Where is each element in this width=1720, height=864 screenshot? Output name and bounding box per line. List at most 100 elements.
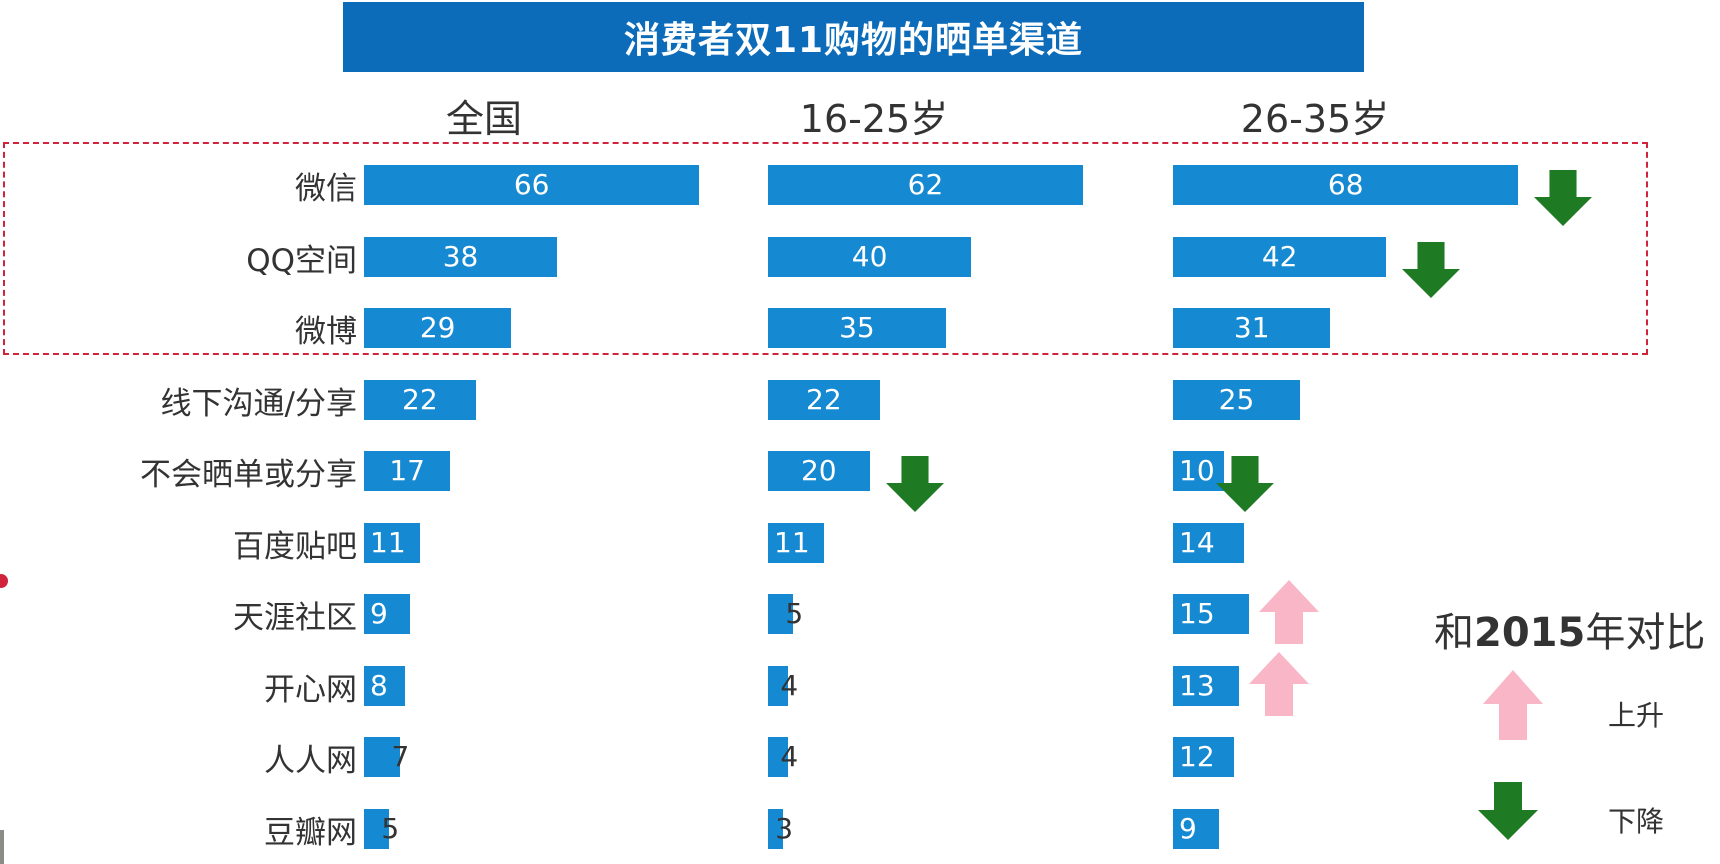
bar-16-25 bbox=[768, 522, 824, 563]
category-label: 微博 bbox=[295, 314, 357, 350]
bar-16-25 bbox=[768, 808, 784, 849]
legend-up-arrow-icon bbox=[1483, 670, 1543, 740]
bar-value-label: 35 bbox=[839, 311, 875, 344]
bar-26-35 bbox=[1173, 165, 1519, 205]
chart-title: 消费者双11购物的晒单渠道 bbox=[623, 20, 1084, 61]
down-arrow-icon bbox=[1534, 169, 1593, 227]
change-arrow-shape bbox=[1402, 241, 1461, 298]
bar-16-25 bbox=[768, 308, 946, 348]
slide-edge-dot bbox=[0, 574, 8, 588]
bar-national bbox=[364, 451, 451, 491]
bar-value-label: 12 bbox=[1179, 740, 1215, 773]
slide-edge-strip bbox=[0, 830, 4, 864]
bar-national bbox=[364, 737, 400, 777]
category-label: 开心网 bbox=[264, 671, 357, 708]
bar-national bbox=[364, 665, 405, 706]
category-label: 微信 bbox=[295, 171, 357, 207]
bar-value-label: 66 bbox=[513, 168, 550, 201]
bar-26-35 bbox=[1173, 665, 1240, 706]
bar-value-label: 9 bbox=[1179, 811, 1197, 845]
bar-national bbox=[364, 808, 390, 849]
bar-26-35 bbox=[1173, 808, 1219, 849]
bar-26-35 bbox=[1173, 379, 1300, 420]
change-arrow-shape bbox=[1249, 651, 1310, 716]
legend-up-arrow-shape bbox=[1483, 670, 1543, 740]
change-arrow-shape bbox=[1259, 580, 1320, 644]
bar-value-label: 11 bbox=[774, 525, 810, 559]
bar-national bbox=[364, 594, 410, 634]
bar-value-label: 14 bbox=[1179, 525, 1215, 559]
bar-value-label: 11 bbox=[370, 525, 406, 559]
bar-national bbox=[364, 165, 700, 205]
bar-16-25 bbox=[768, 165, 1083, 205]
bar-value-label: 4 bbox=[780, 668, 799, 702]
bar-value-label: 40 bbox=[851, 239, 888, 273]
bar-16-25 bbox=[768, 451, 870, 491]
category-label: 百度贴吧 bbox=[233, 528, 357, 565]
bar-value-label: 38 bbox=[442, 239, 479, 273]
category-label: 线下沟通/分享 bbox=[160, 385, 357, 422]
bar-16-25 bbox=[768, 379, 880, 420]
bar-16-25 bbox=[768, 236, 972, 277]
down-arrow-icon bbox=[885, 455, 944, 513]
bar-16-25 bbox=[768, 737, 789, 777]
bar-value-label: 10 bbox=[1179, 454, 1215, 487]
category-label: 不会晒单或分享 bbox=[140, 457, 357, 493]
bar-value-label: 5 bbox=[381, 811, 400, 845]
legend-title-year: 2015 bbox=[1474, 610, 1586, 656]
bar-26-35 bbox=[1173, 308, 1331, 348]
bar-national bbox=[364, 236, 558, 277]
bar-national bbox=[364, 308, 512, 348]
column-header-16-25: 16-25岁 bbox=[799, 97, 949, 141]
category-label: 豆瓣网 bbox=[264, 814, 357, 851]
bar-value-label: 15 bbox=[1179, 597, 1215, 630]
bar-value-label: 5 bbox=[785, 597, 804, 630]
bar-value-label: 9 bbox=[370, 597, 388, 630]
change-arrow-shape bbox=[1534, 169, 1593, 227]
bar-value-label: 4 bbox=[780, 740, 799, 773]
bar-value-label: 22 bbox=[806, 382, 842, 416]
bar-value-label: 29 bbox=[419, 311, 456, 344]
bar-national bbox=[364, 379, 476, 420]
bar-national bbox=[364, 522, 420, 563]
chart-title-banner: 消费者双11购物的晒单渠道 bbox=[343, 2, 1364, 72]
legend-title: 和2015年对比 bbox=[1434, 600, 1720, 658]
bar-26-35 bbox=[1173, 522, 1245, 563]
bar-value-label: 13 bbox=[1179, 668, 1215, 702]
bar-value-label: 25 bbox=[1218, 382, 1255, 416]
category-label: QQ空间 bbox=[246, 242, 357, 279]
bar-value-label: 20 bbox=[800, 454, 837, 487]
highlight-box-social-top3 bbox=[3, 142, 1648, 355]
legend-down-arrow-shape bbox=[1478, 782, 1538, 840]
up-arrow-icon bbox=[1249, 651, 1310, 716]
category-label: 天涯社区 bbox=[233, 600, 357, 636]
bar-value-label: 17 bbox=[389, 454, 425, 487]
legend-title-suffix: 年对比 bbox=[1585, 610, 1706, 656]
column-header-national: 全国 bbox=[445, 97, 522, 141]
column-header-26-35: 26-35岁 bbox=[1240, 97, 1390, 141]
bar-26-35 bbox=[1173, 594, 1250, 634]
legend-down-label: 下降 bbox=[1608, 805, 1665, 838]
bar-value-label: 42 bbox=[1261, 239, 1298, 273]
bar-value-label: 8 bbox=[370, 668, 388, 702]
bar-value-label: 7 bbox=[391, 740, 410, 773]
down-arrow-icon bbox=[1402, 241, 1461, 298]
change-arrow-shape bbox=[1215, 455, 1274, 513]
legend-down-arrow-icon bbox=[1478, 782, 1538, 840]
down-arrow-icon bbox=[1215, 455, 1274, 513]
bar-26-35 bbox=[1173, 451, 1224, 491]
bar-16-25 bbox=[768, 665, 789, 706]
bar-value-label: 62 bbox=[907, 168, 944, 201]
bar-value-label: 31 bbox=[1233, 311, 1270, 344]
legend-title-prefix: 和 bbox=[1434, 610, 1474, 656]
up-arrow-icon bbox=[1259, 580, 1320, 644]
bar-26-35 bbox=[1173, 737, 1234, 777]
change-arrow-shape bbox=[885, 455, 944, 513]
bar-26-35 bbox=[1173, 236, 1387, 277]
bar-value-label: 3 bbox=[775, 811, 794, 845]
category-label: 人人网 bbox=[264, 743, 357, 779]
bar-16-25 bbox=[768, 594, 794, 634]
bar-value-label: 68 bbox=[1327, 168, 1364, 201]
bar-value-label: 22 bbox=[402, 382, 438, 416]
legend-up-label: 上升 bbox=[1608, 699, 1665, 732]
